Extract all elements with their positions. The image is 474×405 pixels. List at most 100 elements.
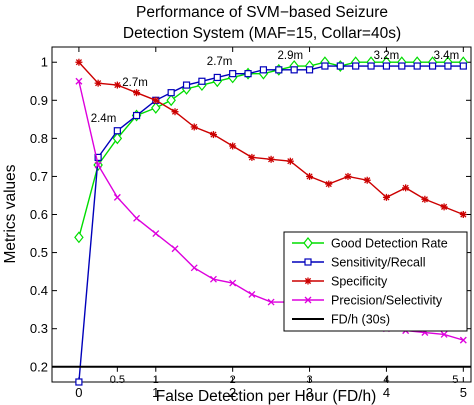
data-point (402, 184, 410, 192)
axis-ticks: 0 1 2 3 4 5 0.2 0.3 0.4 0.5 0.6 0.7 0.8 0.9 1 (30, 47, 471, 400)
data-point (209, 131, 217, 139)
data-point (306, 172, 314, 180)
data-point (182, 81, 191, 89)
secondary-tick-label: 3 (306, 374, 312, 386)
data-point (286, 157, 294, 165)
star-stroke (248, 154, 255, 161)
chart-title-line-2: Detection System (MAF=15, Collar=40s) (123, 25, 401, 42)
x-tick-label: 4 (383, 385, 390, 400)
star-stroke (306, 173, 313, 180)
x-stroke (113, 193, 121, 201)
star-stroke (75, 59, 82, 66)
star-stroke (344, 173, 352, 180)
legend-label: Precision/Selectivity (331, 294, 443, 308)
x-stroke (94, 161, 102, 169)
data-point (112, 132, 123, 145)
star-stroke (268, 156, 275, 163)
data-point (75, 378, 83, 386)
legend-marker (304, 277, 312, 285)
series-1 (75, 62, 467, 386)
data-point (305, 66, 314, 74)
data-point (75, 58, 83, 66)
data-point (321, 62, 329, 70)
plot-area (51, 46, 472, 383)
legend-entry: Sensitivity/Recall (292, 256, 425, 270)
secondary-ticks: 0.5 1 2 3 4 5 (110, 366, 464, 386)
annotations: 2.4m 2.7m 2.7m 2.9m 3.2m 3.4m (91, 50, 459, 125)
x-tick-label: 5 (460, 385, 467, 400)
legend-label: Sensitivity/Recall (331, 256, 425, 270)
data-point (352, 62, 360, 70)
legend-entry: Specificity (292, 275, 388, 289)
star-stroke (210, 131, 217, 138)
x-stroke (304, 296, 312, 304)
star-stroke (364, 177, 371, 184)
y-axis-label: Metrics values (2, 164, 19, 263)
y-tick-label: 0.8 (30, 131, 48, 146)
data-point (367, 62, 375, 70)
data-point (325, 180, 333, 188)
x-stroke (248, 290, 256, 298)
star-stroke (229, 142, 236, 150)
annotation-label: 2.7m (122, 77, 148, 89)
data-point (336, 62, 344, 70)
data-point (166, 94, 176, 107)
data-point (75, 77, 83, 85)
data-point (440, 330, 448, 338)
legend-marker (303, 237, 313, 249)
data-point (152, 230, 160, 237)
star-stroke (421, 196, 428, 203)
data-point (133, 214, 141, 222)
annotation-label: 3.4m (434, 50, 460, 62)
y-tick-label: 0.2 (30, 359, 48, 374)
data-point (382, 193, 390, 201)
x-stroke (440, 330, 448, 338)
x-stroke (267, 298, 275, 306)
legend-marker (304, 296, 312, 304)
y-tick-label: 0.6 (30, 207, 48, 222)
data-point (363, 176, 371, 184)
data-point (248, 290, 256, 298)
y-tick-label: 0.4 (30, 283, 48, 298)
legend-entry: FD/h (30s) (292, 313, 390, 327)
data-point (421, 195, 429, 203)
annotation-label: 2.7m (207, 56, 233, 68)
data-point (94, 153, 102, 161)
data-point (259, 66, 268, 74)
secondary-tick-label: 2 (230, 374, 236, 386)
y-tick-label: 0.7 (30, 169, 48, 184)
data-point (413, 62, 421, 70)
star-stroke (287, 158, 294, 165)
y-tick-label: 1 (41, 55, 48, 70)
legend-marker (304, 258, 312, 266)
data-point (94, 79, 102, 87)
series-2 (75, 58, 467, 218)
data-point (267, 155, 275, 163)
data-point (382, 62, 391, 70)
data-point (74, 231, 84, 244)
data-point (190, 123, 198, 131)
data-point (267, 298, 275, 306)
data-point (398, 62, 406, 70)
star-stroke (152, 97, 159, 104)
star-stroke (441, 203, 448, 210)
data-point (152, 96, 160, 104)
data-point (198, 77, 206, 85)
x-tick-label: 1 (152, 385, 159, 400)
x-stroke (229, 279, 237, 287)
x-stroke (133, 214, 141, 222)
x-tick-label: 0 (75, 385, 82, 400)
x-stroke (209, 275, 217, 283)
data-point (213, 73, 221, 82)
star-stroke (133, 89, 140, 96)
annotation-label: 3.2m (374, 50, 400, 62)
legend-label: Good Detection Rate (331, 237, 448, 251)
star-stroke (402, 184, 409, 191)
x-tick-label: 3 (306, 385, 313, 400)
star-stroke (114, 81, 121, 89)
secondary-tick-label: 4 (383, 374, 389, 386)
legend: Good Detection Rate Sensitivity/Recall Spe… (283, 231, 468, 332)
annotation-label: 2.4m (91, 113, 117, 125)
star-stroke (304, 277, 312, 285)
